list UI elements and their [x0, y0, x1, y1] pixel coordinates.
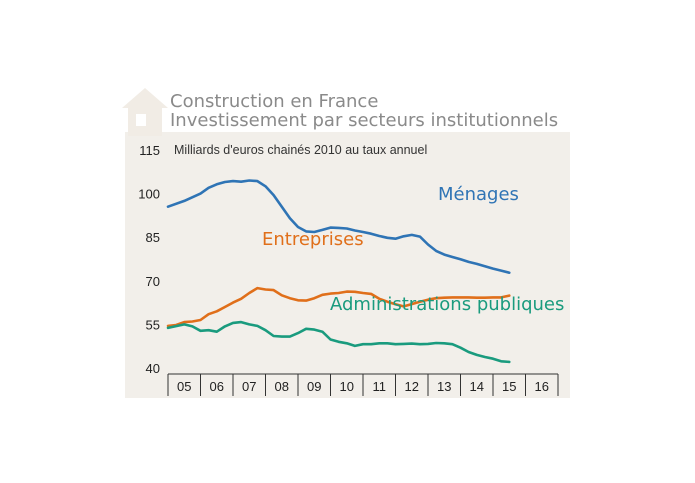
- title-line-1: Construction en France: [170, 91, 378, 112]
- x-tick-label: 08: [275, 379, 289, 394]
- plot-background: [125, 132, 570, 398]
- x-tick-label: 05: [177, 379, 191, 394]
- x-tick-label: 15: [502, 379, 516, 394]
- x-tick-label: 11: [373, 379, 387, 394]
- x-tick-label: 07: [242, 379, 256, 394]
- x-tick-label: 13: [437, 379, 451, 394]
- x-tick-label: 12: [405, 379, 419, 394]
- y-tick-label: 115: [139, 143, 160, 158]
- series-line-0: [166, 179, 511, 274]
- x-axis: 05 06 07 08 09 10 11 12 13 14 15 16: [167, 373, 559, 396]
- x-tick-label: 09: [307, 379, 321, 394]
- x-tick-label: 06: [210, 379, 224, 394]
- x-tick-label: 16: [535, 379, 549, 394]
- series-label-menages: Ménages: [438, 184, 519, 205]
- y-tick-label: 40: [146, 361, 160, 376]
- title-line-2: Investissement par secteurs institutionn…: [170, 110, 558, 131]
- series-lines: [166, 179, 511, 364]
- chart-subtitle: Milliards d'euros chainés 2010 au taux a…: [174, 143, 427, 157]
- y-tick-label: 70: [146, 274, 160, 289]
- series-line-1: [166, 286, 511, 328]
- series-line-2: [166, 320, 511, 364]
- y-tick-label: 100: [138, 187, 160, 202]
- y-tick-label: 85: [146, 230, 160, 245]
- house-icon: [122, 88, 168, 136]
- x-tick-label: 14: [470, 379, 484, 394]
- y-axis: 115 100 85 70 55 40: [138, 143, 160, 376]
- y-tick-label: 55: [146, 317, 160, 332]
- x-tick-label: 10: [340, 379, 354, 394]
- series-label-entreprises: Entreprises: [262, 229, 364, 250]
- series-label-administrations: Administrations publiques: [330, 294, 564, 315]
